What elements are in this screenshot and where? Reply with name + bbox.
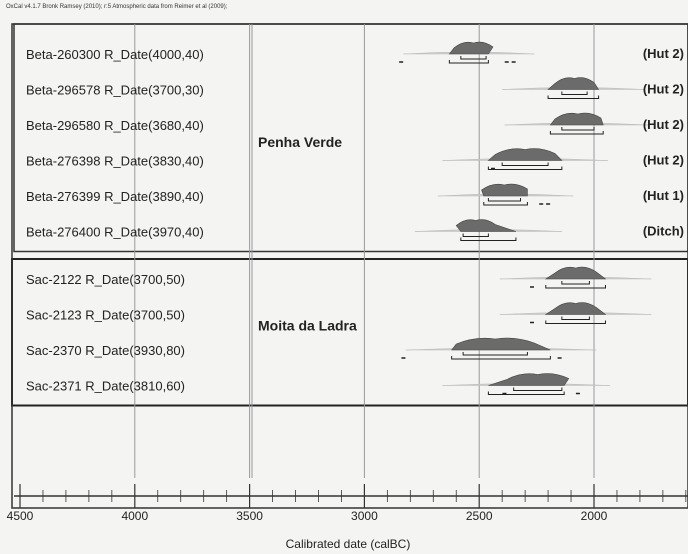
range-1sigma <box>501 162 549 166</box>
range-1sigma <box>561 127 595 131</box>
context-tag: (Hut 2) <box>643 153 684 168</box>
x-tick-label: 4000 <box>121 509 148 523</box>
range-2sigma <box>451 356 551 360</box>
sample-label: Sac-2370 R_Date(3930,80) <box>26 343 185 358</box>
posterior-distribution <box>487 148 563 161</box>
context-tag: (Hut 2) <box>643 117 684 132</box>
x-axis-label: Calibrated date (calBC) <box>286 537 411 551</box>
range-1sigma <box>460 56 487 60</box>
sample-label: Beta-296580 R_Date(3680,40) <box>26 118 204 133</box>
posterior-distribution <box>451 337 551 351</box>
posterior-distribution <box>488 373 570 386</box>
sample-label: Beta-296578 R_Date(3700,30) <box>26 83 204 98</box>
context-tag: (Ditch) <box>643 224 684 239</box>
sample-label: Sac-2122 R_Date(3700,50) <box>26 272 185 287</box>
posterior-distribution <box>448 41 494 55</box>
context-tag: (Hut 2) <box>643 46 684 61</box>
range-2sigma <box>545 285 606 289</box>
range-1sigma <box>561 281 590 285</box>
x-tick-label: 3500 <box>236 509 263 523</box>
range-1sigma <box>462 233 489 237</box>
group-label: Penha Verde <box>258 134 342 150</box>
range-2sigma <box>549 131 604 135</box>
sample-label: Beta-260300 R_Date(4000,40) <box>26 47 204 62</box>
posterior-distribution <box>547 77 600 90</box>
sample-label: Beta-276400 R_Date(3970,40) <box>26 225 204 240</box>
posterior-distribution <box>549 112 604 126</box>
context-tag: (Hut 1) <box>643 188 684 203</box>
range-1sigma <box>561 91 588 95</box>
posterior-distribution <box>455 219 517 232</box>
posterior-distribution <box>544 302 607 315</box>
range-2sigma <box>483 202 528 206</box>
context-tag: (Hut 2) <box>643 82 684 97</box>
range-1sigma <box>462 352 528 356</box>
posterior-distribution <box>481 183 528 197</box>
range-1sigma <box>513 387 563 391</box>
x-tick-label: 2000 <box>581 509 608 523</box>
x-tick-label: 3000 <box>351 509 378 523</box>
range-2sigma <box>545 320 606 324</box>
posterior-distribution <box>544 266 607 280</box>
range-1sigma <box>487 198 522 202</box>
range-1sigma <box>561 316 590 320</box>
group-label: Moita da Ladra <box>258 318 357 334</box>
header-credit: OxCal v4.1.7 Bronk Ramsey (2010); r:5 At… <box>6 4 228 10</box>
x-tick-label: 2500 <box>466 509 493 523</box>
sample-label: Beta-276398 R_Date(3830,40) <box>26 154 204 169</box>
range-2sigma <box>487 391 565 395</box>
x-tick-label: 4500 <box>7 509 34 523</box>
plot-frame <box>11 23 688 509</box>
range-2sigma <box>547 95 600 99</box>
range-2sigma <box>460 237 517 241</box>
sample-label: Beta-276399 R_Date(3890,40) <box>26 189 204 204</box>
range-2sigma <box>487 166 563 170</box>
sample-label: Sac-2371 R_Date(3810,60) <box>26 379 185 394</box>
range-2sigma <box>448 60 489 64</box>
sample-label: Sac-2123 R_Date(3700,50) <box>26 308 185 323</box>
